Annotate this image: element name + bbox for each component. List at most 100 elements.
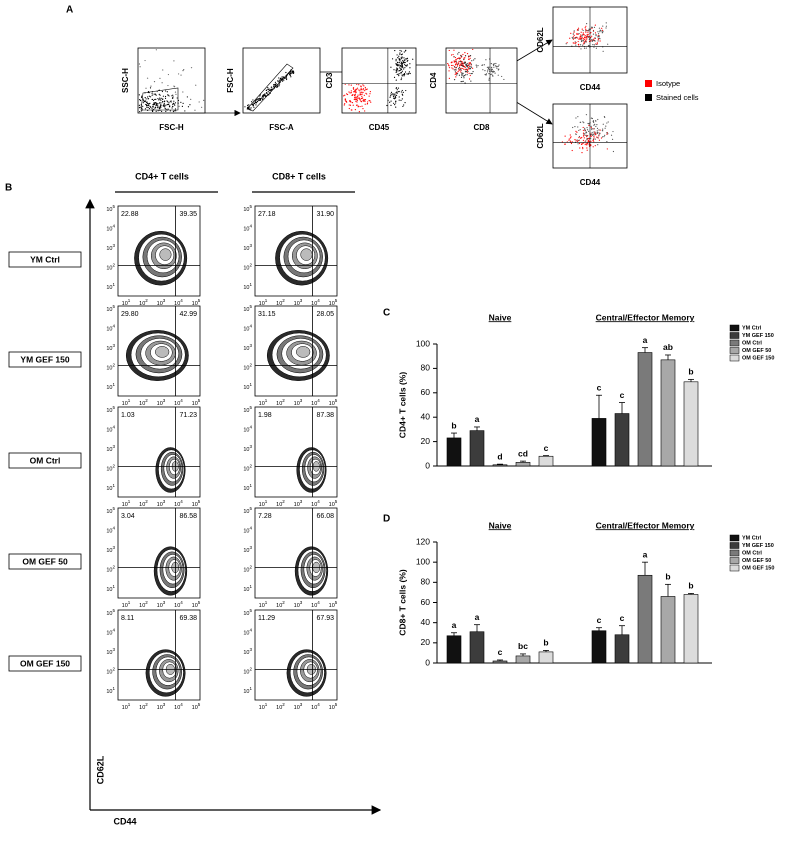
tick-base: 10 — [106, 689, 112, 695]
quadrant-value: 66.08 — [316, 513, 334, 520]
cell-dot — [448, 77, 450, 79]
bar — [515, 655, 531, 664]
bar — [683, 381, 699, 467]
cell-dot — [575, 130, 577, 132]
tick-exponent: 4 — [249, 425, 252, 430]
cell-dot — [586, 34, 588, 36]
b-axes — [85, 198, 382, 815]
significance-letter: a — [475, 612, 480, 622]
cell-dot — [144, 97, 146, 99]
cell-dot — [350, 109, 352, 111]
cell-dot — [159, 99, 161, 101]
tick-base: 10 — [243, 227, 249, 233]
legend-label: OM GEF 50 — [742, 348, 771, 354]
cell-dot — [169, 100, 171, 102]
tick-base: 10 — [243, 366, 249, 372]
tick-exponent: 3 — [163, 702, 166, 707]
tick-exponent: 1 — [249, 584, 252, 589]
cell-dot — [404, 71, 407, 73]
cell-dot — [581, 34, 583, 36]
tick-exponent: 5 — [198, 600, 201, 605]
cell-dot — [585, 41, 587, 43]
cell-dot — [292, 70, 295, 72]
tick-label: 102 — [276, 298, 285, 307]
cell-dot — [460, 69, 462, 71]
cell-dot — [585, 143, 587, 145]
cell-dot — [600, 30, 602, 32]
tick-base: 10 — [294, 301, 300, 307]
tick-label: 103 — [157, 702, 166, 711]
legend-label: OM GEF 150 — [742, 565, 774, 571]
bar — [446, 437, 462, 467]
cell-dot — [158, 99, 160, 101]
cell-dot — [396, 73, 398, 76]
cell-dot — [397, 87, 400, 89]
cell-dot — [182, 102, 184, 104]
x-axis-label: CD8 — [473, 123, 490, 132]
tick-base: 10 — [294, 401, 300, 407]
cell-dot — [367, 101, 369, 103]
cell-dot — [462, 73, 464, 75]
panel-label: A — [66, 5, 73, 16]
cell-dot — [357, 105, 360, 107]
tick-label: 103 — [243, 647, 252, 656]
cell-dot — [157, 105, 159, 107]
tick-exponent: 2 — [145, 499, 148, 504]
cell-dot — [162, 95, 165, 97]
cell-dot — [396, 70, 398, 72]
cell-dot — [153, 104, 155, 106]
cell-dot — [164, 107, 166, 110]
cell-dot — [580, 137, 582, 139]
tick-base: 10 — [192, 401, 198, 407]
cell-dot — [244, 106, 246, 108]
cell-dot — [482, 69, 484, 71]
tick-label: 104 — [243, 526, 252, 535]
contour-plot: 1.98 87.38 — [254, 406, 338, 498]
cell-dot — [403, 60, 405, 62]
cell-dot — [582, 139, 585, 142]
cell-dot — [574, 139, 576, 141]
tick-exponent: 5 — [112, 405, 115, 410]
cell-dot — [463, 59, 465, 61]
cell-dot — [592, 140, 594, 142]
cell-dot — [395, 100, 397, 102]
cell-dot — [490, 67, 493, 69]
tick-exponent: 3 — [300, 702, 303, 707]
cell-dot — [584, 37, 586, 39]
tick-label: 102 — [139, 499, 148, 508]
tick-base: 10 — [157, 705, 163, 711]
cell-dot — [460, 67, 462, 69]
tick-label: 105 — [192, 398, 201, 407]
cell-dot — [163, 104, 165, 106]
tick-exponent: 4 — [317, 398, 320, 403]
row-label: OM GEF 150 — [20, 658, 70, 668]
cell-dot — [593, 137, 595, 139]
cell-dot — [584, 129, 586, 131]
cell-dot — [591, 117, 594, 120]
significance-letter: c — [544, 443, 549, 453]
cell-dot — [358, 89, 360, 91]
significance-letter: a — [452, 620, 457, 630]
cell-dot — [395, 106, 397, 108]
cell-dot — [580, 37, 582, 39]
cell-dot — [168, 102, 170, 104]
cell-dot — [498, 64, 500, 66]
cell-dot — [455, 62, 457, 64]
cell-dot — [348, 107, 350, 110]
tick-label: 105 — [106, 304, 115, 313]
cell-dot — [195, 84, 197, 86]
cell-dot — [576, 140, 579, 142]
cell-dot — [596, 127, 599, 129]
cell-dot — [460, 55, 462, 57]
cell-dot — [386, 104, 388, 107]
tick-base: 10 — [243, 385, 249, 391]
cell-dot — [490, 73, 492, 76]
cell-dot — [453, 79, 456, 81]
cell-dot — [592, 30, 595, 32]
tick-exponent: 2 — [249, 565, 252, 570]
cell-dot — [357, 94, 359, 96]
cell-dot — [503, 78, 505, 81]
cell-dot — [578, 32, 580, 35]
cell-dot — [181, 105, 183, 107]
